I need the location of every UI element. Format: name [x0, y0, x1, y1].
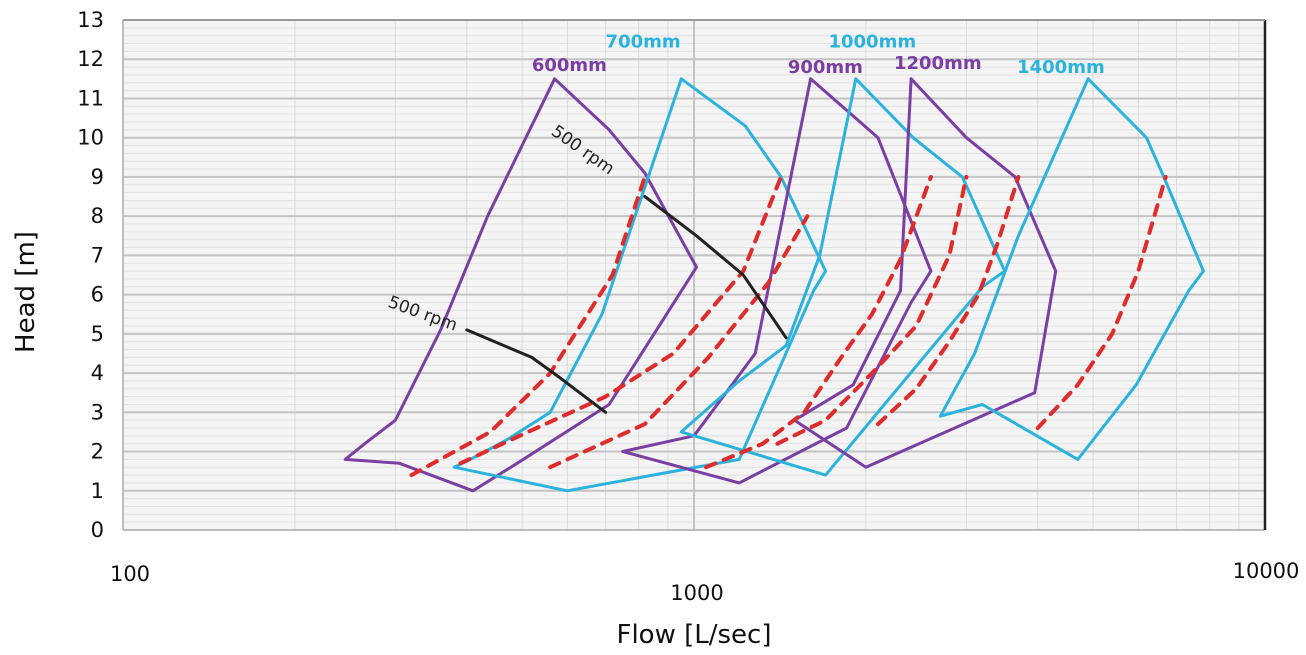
y-tick-label: 12 [77, 47, 104, 71]
y-tick-label: 11 [77, 86, 104, 110]
x-tick-label: 10000 [1233, 559, 1300, 583]
series-1200mm [793, 77, 1058, 469]
series-layer [343, 77, 1205, 493]
y-tick-label: 2 [91, 440, 104, 464]
speed-curve [643, 195, 788, 340]
y-tick-label: 4 [91, 361, 104, 385]
y-tick-label: 0 [91, 518, 104, 542]
efficiency-curve [704, 174, 933, 470]
series-700mm [452, 77, 828, 493]
pipe-size-label: 1400mm [1017, 57, 1105, 78]
efficiency-curve [548, 214, 810, 470]
y-tick-label: 10 [77, 126, 104, 150]
y-tick-label: 13 [77, 8, 104, 32]
speed-curve [465, 328, 608, 414]
y-tick-label: 6 [91, 283, 104, 307]
y-tick-label: 1 [91, 479, 104, 503]
y-tick-label: 5 [91, 322, 104, 346]
y-tick-label: 9 [91, 165, 104, 189]
y-tick-label: 7 [91, 243, 104, 267]
x-axis-label: Flow [L/sec] [617, 620, 772, 650]
pipe-size-label: 700mm [606, 31, 681, 52]
y-axis-label: Head [m] [11, 231, 41, 353]
y-tick-label: 3 [91, 400, 104, 424]
series-600mm [343, 77, 698, 493]
grid [123, 19, 1265, 530]
x-tick-label: 1000 [670, 581, 723, 605]
efficiency-curve [775, 174, 969, 446]
efficiency-curve [876, 174, 1021, 427]
y-tick-label: 8 [91, 204, 104, 228]
efficiency-curve [409, 174, 647, 478]
pipe-size-label: 900mm [788, 57, 863, 78]
x-tick-label: 100 [110, 562, 150, 586]
series-1000mm [679, 77, 1007, 477]
efficiency-curve [1035, 174, 1168, 430]
pipe-size-label: 600mm [532, 55, 607, 76]
series-1400mm [938, 77, 1205, 461]
efficiency-curve [458, 174, 783, 466]
pipe-size-label: 1200mm [894, 53, 982, 74]
pipe-size-label: 1000mm [828, 31, 916, 52]
